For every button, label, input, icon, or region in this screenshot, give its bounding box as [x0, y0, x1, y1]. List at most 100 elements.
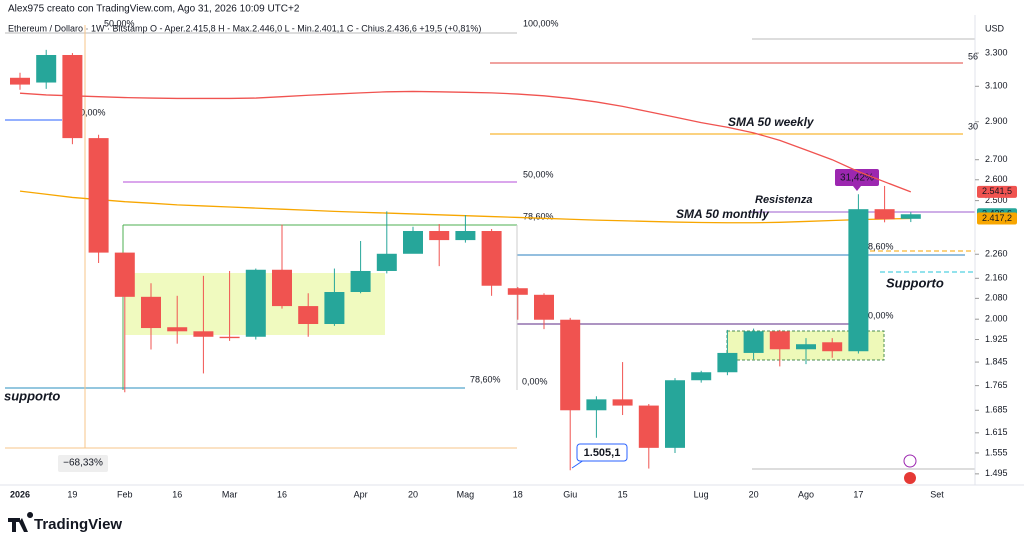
candle-body — [900, 214, 921, 219]
x-tick-label: Feb — [117, 489, 133, 499]
candle-body — [560, 319, 581, 411]
annotation: Resistenza — [755, 194, 812, 206]
y-tick-label: 1.555 — [985, 447, 1008, 457]
x-tick-label: 16 — [172, 489, 182, 499]
candle-body — [193, 331, 214, 337]
candle-body — [350, 270, 371, 293]
credit: Alex975 creato con TradingView.com, Ago … — [8, 4, 300, 15]
annotation: 31,42% — [840, 173, 874, 184]
candle-body — [219, 336, 240, 339]
x-tick-label: Giu — [563, 489, 577, 499]
candle-body — [245, 269, 266, 337]
candle-body — [403, 231, 423, 254]
candle-body — [874, 209, 895, 220]
candle-body — [769, 331, 790, 350]
label-box — [58, 455, 108, 472]
sma-line — [19, 90, 912, 193]
candle-body — [534, 294, 554, 320]
y-tick-label: 2.900 — [985, 116, 1008, 126]
annotation: Supporto — [886, 275, 944, 290]
candle-body — [743, 331, 764, 353]
event-icon — [904, 472, 916, 484]
label-box — [576, 443, 628, 462]
candle-body — [691, 372, 712, 381]
y-tick-label: 2.260 — [985, 249, 1008, 259]
logo: TradingView — [34, 516, 122, 533]
y-tick-label: 3.100 — [985, 81, 1008, 91]
x-tick-label: 17 — [853, 489, 863, 499]
y-tick-label: 2.000 — [985, 314, 1008, 324]
candle-body — [822, 342, 843, 352]
x-tick-label: Mar — [222, 489, 238, 499]
x-tick-label: 18 — [513, 489, 523, 499]
annotation: SMA 50 weekly — [728, 115, 815, 129]
x-tick-label: 19 — [67, 489, 77, 499]
fib-label: 0,00% — [868, 310, 894, 320]
candle-body — [62, 54, 83, 139]
candle-body — [665, 380, 685, 448]
candle-body — [429, 231, 450, 241]
annotation: −68,33% — [63, 458, 103, 469]
y-tick-label: 1.495 — [985, 468, 1008, 478]
fib-label: 78,60% — [470, 374, 501, 384]
x-tick-label: Apr — [354, 489, 368, 499]
annotation: supporto — [4, 388, 60, 403]
y-tick-label: 1.845 — [985, 356, 1008, 366]
annotation: SMA 50 monthly — [676, 207, 770, 221]
fib-label: 56 — [968, 51, 978, 61]
y-tick-label: 1.615 — [985, 427, 1008, 437]
fib-label: 100,00% — [523, 18, 559, 28]
y-tick-label: 3.300 — [985, 47, 1008, 57]
label-pointer — [853, 186, 861, 191]
x-tick-label: 20 — [749, 489, 759, 499]
price-tag-label: 2.417,2 — [982, 213, 1012, 223]
candle-body — [638, 405, 659, 448]
candle-body — [324, 292, 345, 325]
y-tick-label: 2.080 — [985, 293, 1008, 303]
candle-body — [167, 327, 188, 332]
y-tick-label: 1.765 — [985, 380, 1008, 390]
x-tick-label: Ago — [798, 489, 814, 499]
y-tick-label: 2.500 — [985, 195, 1008, 205]
fib-label: 0,00% — [522, 376, 548, 386]
fib-label: 50,00% — [104, 18, 135, 28]
candle-body — [36, 54, 57, 83]
candle-body — [298, 306, 319, 325]
fib-label: 8,60% — [868, 241, 894, 251]
fib-label: 78,60% — [523, 211, 554, 221]
y-tick-label: 2.600 — [985, 174, 1008, 184]
event-icon — [903, 454, 917, 468]
price-tag — [977, 212, 1017, 225]
fib-label: 50,00% — [523, 169, 554, 179]
candle-body — [717, 352, 738, 373]
annotation: 1.505,1 — [584, 447, 621, 459]
x-tick-label: 16 — [277, 489, 287, 499]
candle-body — [796, 344, 816, 350]
currency: USD — [985, 23, 1005, 33]
candle-body — [455, 231, 476, 241]
y-tick-label: 2.700 — [985, 154, 1008, 164]
legend: Ethereum / Dollaro · 1W · Bitstamp O - A… — [8, 23, 481, 33]
y-tick-label: 1.925 — [985, 334, 1008, 344]
candle-body — [10, 77, 30, 85]
candle-body — [507, 288, 528, 295]
candle-body — [114, 252, 135, 297]
x-tick-label: Set — [930, 489, 944, 499]
candle-body — [376, 253, 397, 271]
fib-label: 30 — [968, 121, 978, 131]
candle-body — [141, 296, 161, 329]
y-tick-label: 2.160 — [985, 273, 1008, 283]
candle-body — [88, 138, 109, 253]
label-box — [835, 169, 879, 186]
x-tick-label: Mag — [457, 489, 475, 499]
x-tick-label: 15 — [618, 489, 628, 499]
x-tick-label: 20 — [408, 489, 418, 499]
logo-mark — [8, 512, 34, 532]
candle-body — [272, 269, 292, 307]
candle-body — [848, 209, 869, 352]
price-tag-label: 2.541,5 — [982, 186, 1012, 196]
candle-body — [612, 399, 633, 406]
y-tick-label: 1.685 — [985, 405, 1008, 415]
candle-body — [586, 399, 607, 411]
